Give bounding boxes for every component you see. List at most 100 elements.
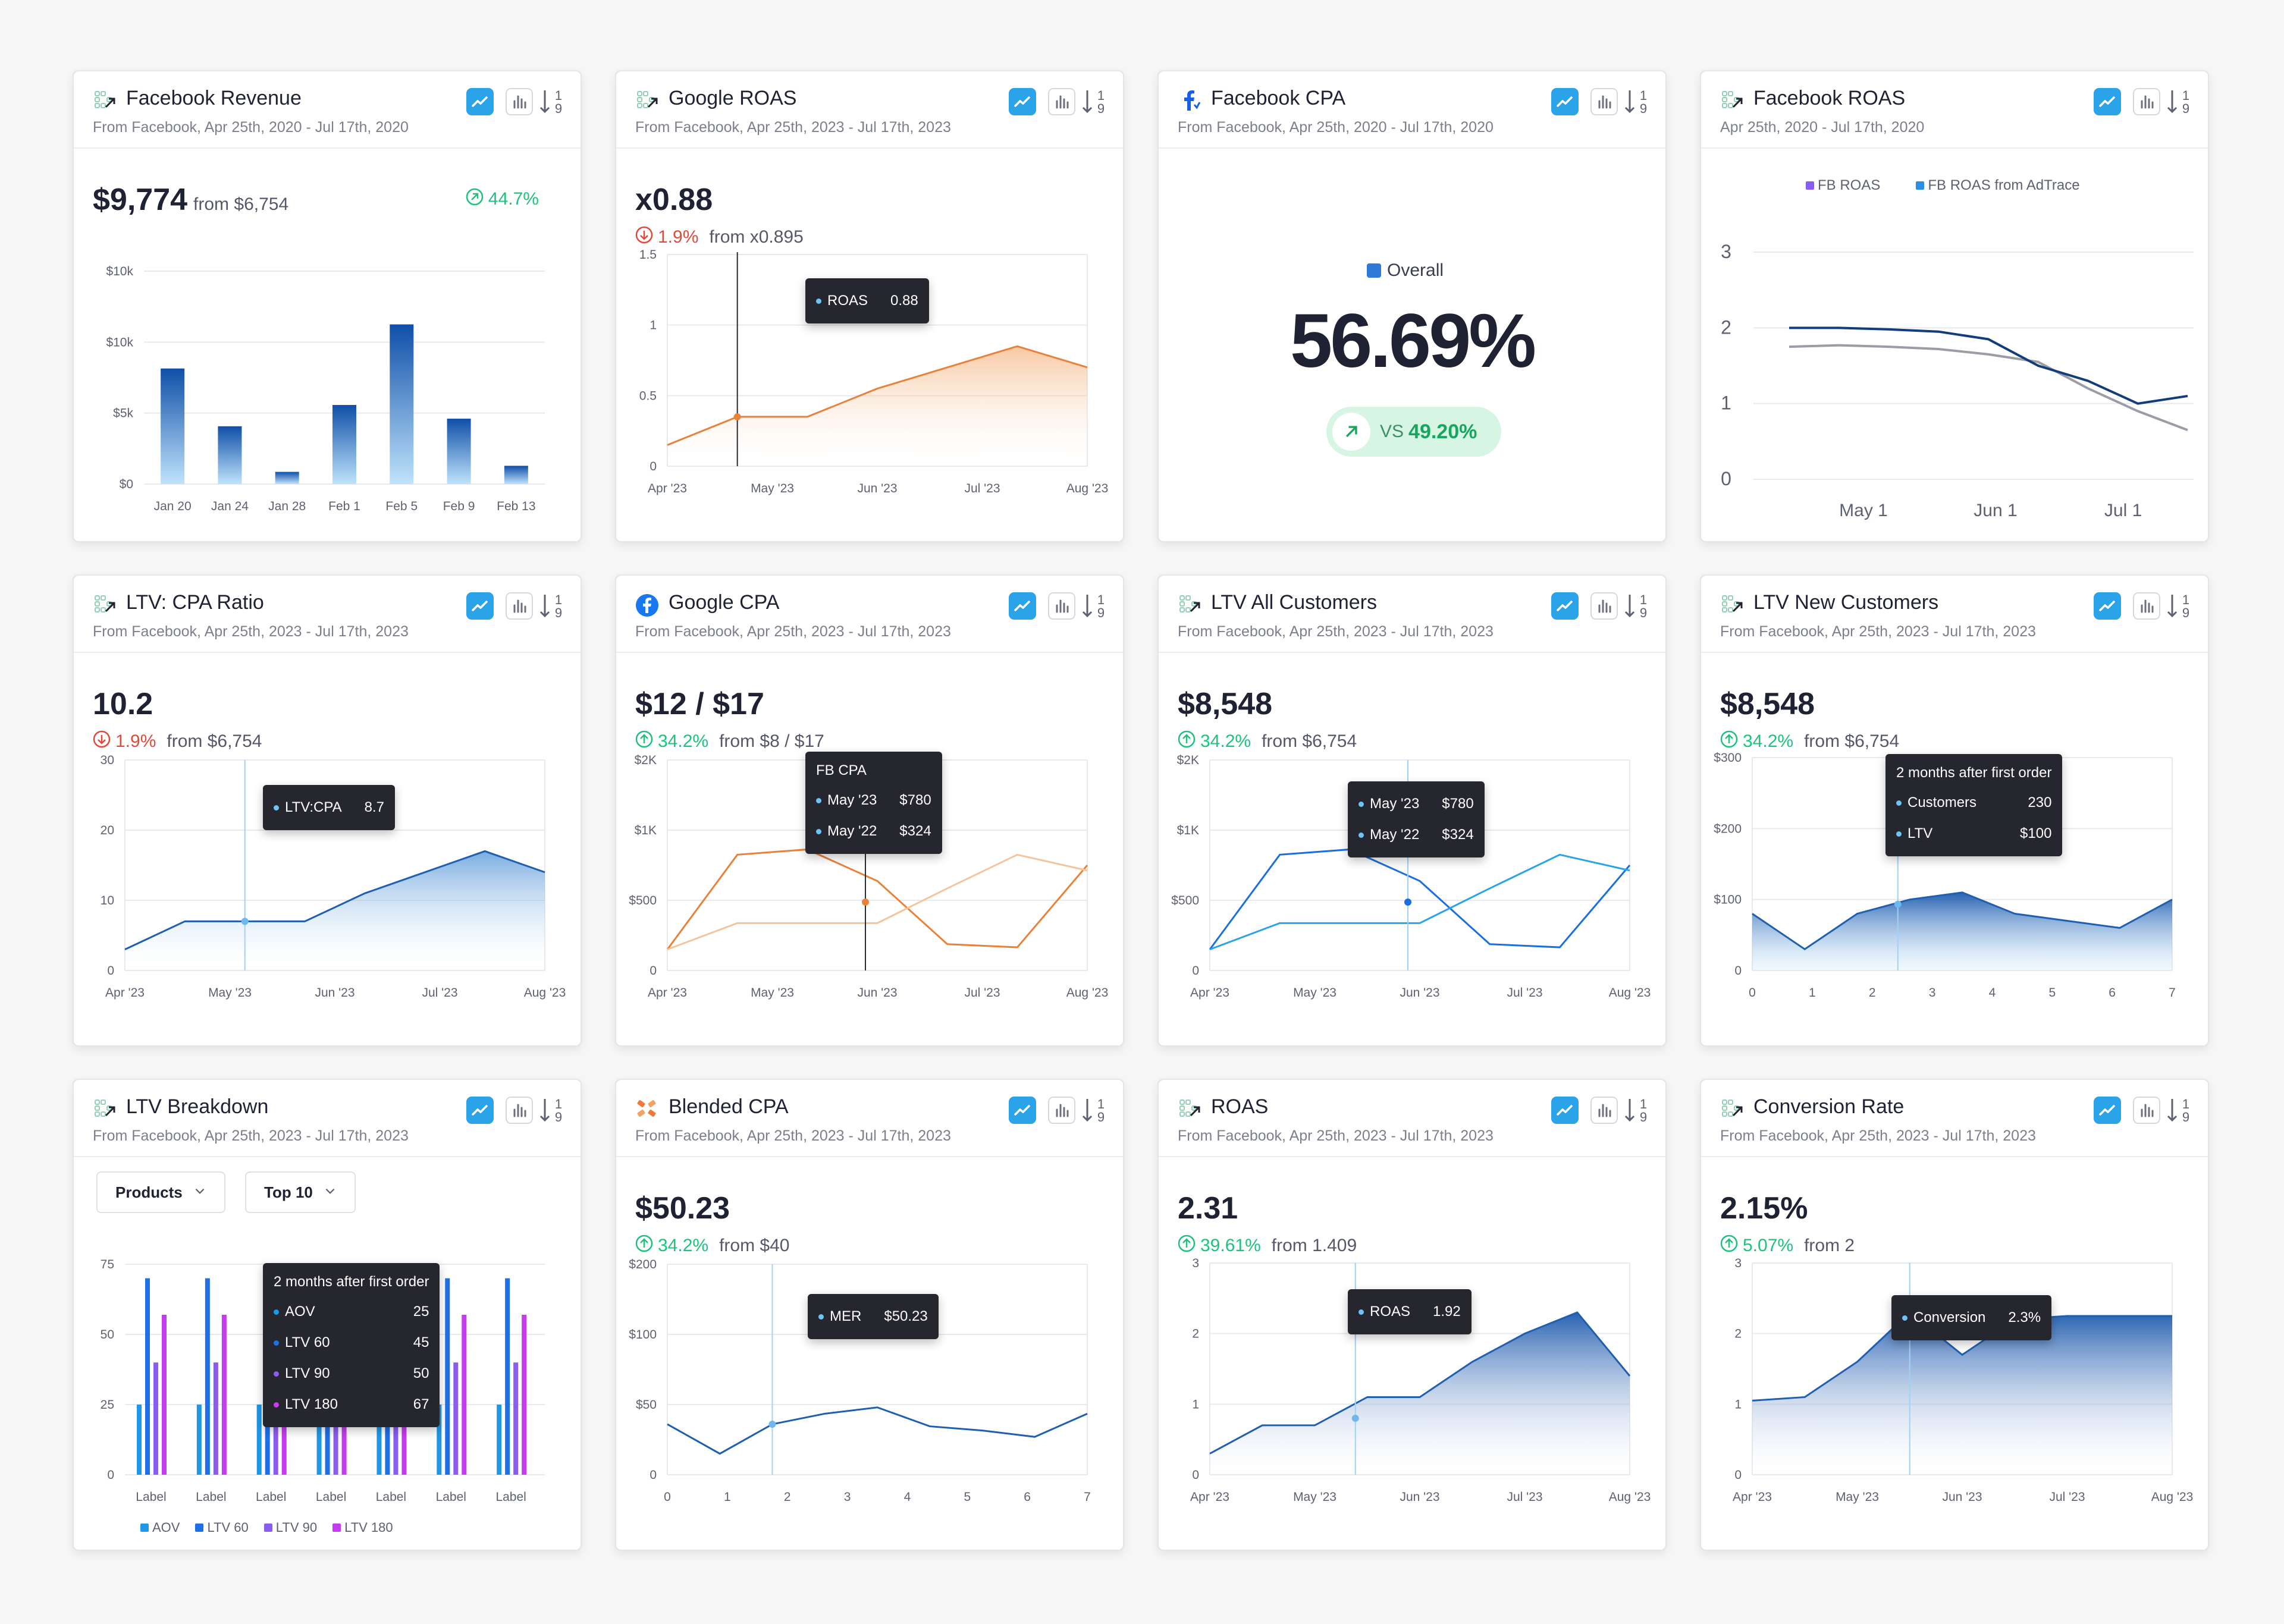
chevron-down-icon xyxy=(193,1183,206,1202)
tooltip-key: LTV xyxy=(1907,825,1933,841)
chart: $2K $1K $500 0 Apr '23 May '23 Jun '23 Jul '23 A… xyxy=(629,753,1108,1000)
bar[interactable] xyxy=(161,368,185,484)
line-chart-button[interactable] xyxy=(1551,592,1579,620)
series-line-primary xyxy=(1209,848,1631,950)
x-tick-label: 2 xyxy=(784,1490,791,1504)
grid-arrow-logo-icon xyxy=(1178,1098,1201,1122)
y-tick-label: 0 xyxy=(650,964,657,978)
bar[interactable] xyxy=(153,1362,158,1475)
x-tick-label: Jan 20 xyxy=(154,500,192,513)
bar[interactable] xyxy=(256,1405,262,1475)
bar-chart-button[interactable] xyxy=(2133,592,2160,620)
bar[interactable] xyxy=(522,1314,527,1475)
bar[interactable] xyxy=(437,1405,442,1475)
bar-chart-button[interactable] xyxy=(2133,1097,2160,1124)
bar[interactable] xyxy=(137,1405,142,1475)
sort-icon: 19 xyxy=(2167,592,2189,620)
bar[interactable] xyxy=(377,1405,382,1475)
line-chart-button[interactable] xyxy=(1009,592,1036,620)
cursor-point xyxy=(733,413,741,420)
bar[interactable] xyxy=(213,1362,218,1475)
legend-label: Overall xyxy=(1387,260,1444,280)
change-percent: 34.2% xyxy=(658,731,709,751)
bar-chart-icon xyxy=(513,95,526,109)
bar[interactable] xyxy=(316,1405,322,1475)
bar[interactable] xyxy=(196,1405,202,1475)
y-tick-label: $500 xyxy=(629,894,657,907)
line-chart-button[interactable] xyxy=(2094,1097,2121,1124)
bar-chart-button[interactable] xyxy=(506,1097,533,1124)
bar[interactable] xyxy=(445,1278,450,1475)
bar-chart-button[interactable] xyxy=(1590,1097,1618,1124)
line-chart-button[interactable] xyxy=(466,1097,494,1124)
series-line-secondary xyxy=(1209,853,1630,951)
x-tick-label: Jun '23 xyxy=(1400,986,1439,1000)
y-tick-label: 0 xyxy=(650,460,657,473)
sort-digit-nine: 9 xyxy=(2182,1110,2189,1124)
line-chart-button[interactable] xyxy=(1551,88,1579,115)
bar[interactable] xyxy=(462,1314,467,1475)
change-row: 34.2% from $40 xyxy=(635,1235,789,1257)
line-chart-button[interactable] xyxy=(466,88,494,115)
bar-chart-button[interactable] xyxy=(2133,88,2160,115)
products-dropdown[interactable]: Products xyxy=(96,1171,225,1213)
bar[interactable] xyxy=(162,1314,167,1475)
card-subtitle: From Facebook, Apr 25th, 2023 - Jul 17th… xyxy=(93,1127,409,1144)
chart-legend: FB ROAS FB ROAS from AdTrace xyxy=(1806,177,2080,194)
line-chart-button[interactable] xyxy=(1009,88,1036,115)
bar[interactable] xyxy=(453,1362,459,1475)
bar-chart-button[interactable] xyxy=(1048,592,1075,620)
bar[interactable] xyxy=(218,426,242,484)
bar[interactable] xyxy=(447,419,471,484)
bar-chart-button[interactable] xyxy=(506,88,533,115)
bar-chart-button[interactable] xyxy=(1590,88,1618,115)
bar-chart-button[interactable] xyxy=(506,592,533,620)
bar[interactable] xyxy=(513,1362,519,1475)
card-header: Conversion Rate From Facebook, Apr 25th, … xyxy=(1701,1080,2208,1157)
bar[interactable] xyxy=(332,405,356,484)
line-chart-icon xyxy=(1014,1105,1030,1116)
y-tick-label: 3 xyxy=(1734,1257,1742,1270)
bar[interactable] xyxy=(221,1314,227,1475)
x-tick-label: Feb 13 xyxy=(497,500,535,513)
bar[interactable] xyxy=(390,324,414,485)
line-chart-icon xyxy=(2099,96,2115,107)
bar[interactable] xyxy=(497,1405,502,1475)
line-chart-button[interactable] xyxy=(2094,88,2121,115)
top-n-dropdown[interactable]: Top 10 xyxy=(245,1171,356,1213)
line-chart-button[interactable] xyxy=(1551,1097,1579,1124)
bar-chart-button[interactable] xyxy=(1048,88,1075,115)
tooltip-value: $324 xyxy=(1442,827,1474,843)
sort-icon: 19 xyxy=(539,1097,562,1124)
bar-chart-button[interactable] xyxy=(1590,592,1618,620)
line-chart-button[interactable] xyxy=(2094,592,2121,620)
y-tick-label: $200 xyxy=(1714,822,1742,835)
bar[interactable] xyxy=(504,466,528,484)
chart-tooltip: May '23 $780 May '22 $324 xyxy=(1348,781,1485,857)
grid-arrow-logo-icon xyxy=(93,1098,117,1122)
line-chart-button[interactable] xyxy=(466,592,494,620)
from-value: from $8 / $17 xyxy=(719,731,824,751)
bar[interactable] xyxy=(205,1278,210,1475)
line-chart-button[interactable] xyxy=(1009,1097,1036,1124)
bar[interactable] xyxy=(275,472,299,484)
tooltip-value: $50.23 xyxy=(884,1308,928,1324)
chart-tooltip: 2 months after first order AOV 25 LTV 60 45 L… xyxy=(263,1263,440,1427)
bar-chart-button[interactable] xyxy=(1048,1097,1075,1124)
bar[interactable] xyxy=(145,1278,150,1475)
x-tick-label: Apr '23 xyxy=(1190,1490,1229,1504)
sort-digit-one: 1 xyxy=(2182,592,2189,607)
bar[interactable] xyxy=(505,1278,510,1475)
